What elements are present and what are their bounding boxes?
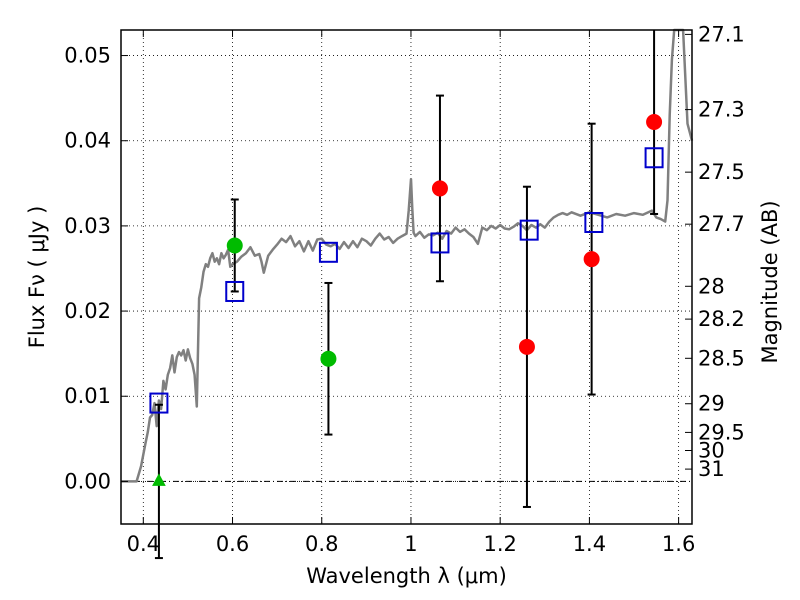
mag-tick-label: 29.5 — [698, 420, 745, 444]
mag-tick-label: 28.2 — [698, 307, 745, 331]
y-axis-label: Flux Fν ( μJy ) — [25, 206, 49, 349]
mag-tick-label: 29 — [698, 392, 725, 416]
axis-ticks: 0.4 0.6 0.8 1 1.2 1.4 1.6 0.00 0.01 0.02 0.03 0.04 0… — [64, 22, 745, 556]
mag-tick-label: 28.5 — [698, 346, 745, 370]
y-tick-label: 0.02 — [64, 299, 111, 323]
detection-point — [583, 251, 600, 268]
mag-tick-label: 27.1 — [698, 22, 745, 46]
x-tick-label: 0.4 — [127, 532, 160, 556]
model-photometry-square — [519, 219, 539, 241]
green-point — [226, 237, 243, 254]
mag-tick-label: 28 — [698, 274, 725, 298]
model-spectrum-layer — [121, 28, 694, 483]
model-photometry-square — [318, 241, 338, 263]
x-tick-label: 0.6 — [216, 532, 249, 556]
y-tick-label: 0.03 — [64, 214, 111, 238]
mag-tick-label: 30 — [698, 438, 725, 462]
x-tick-label: 0.8 — [305, 532, 338, 556]
x-tick-label: 1.6 — [662, 532, 695, 556]
y-tick-label: 0.01 — [64, 384, 111, 408]
detection-point — [431, 180, 448, 197]
plot-frame — [120, 29, 693, 525]
model-spectrum-line — [121, 28, 694, 483]
non-detection-triangle — [152, 473, 166, 486]
y-tick-label: 0.05 — [64, 44, 111, 68]
model-photometry-square — [584, 211, 604, 233]
detection-point — [646, 113, 663, 130]
mag-tick-label: 31 — [698, 457, 725, 481]
y-axis-right-label: Magnitude (AB) — [758, 200, 782, 363]
mag-tick-label: 27.5 — [698, 160, 745, 184]
model-photometry-square — [149, 392, 169, 414]
model-photometry-square — [644, 147, 664, 169]
x-tick-label: 1.2 — [483, 532, 516, 556]
x-axis-label: Wavelength λ (μm) — [306, 564, 507, 588]
model-photometry-square — [225, 280, 245, 302]
x-tick-label: 1 — [404, 532, 417, 556]
model-photometry-square — [430, 232, 450, 254]
y-tick-label: 0.04 — [64, 129, 111, 153]
green-point — [320, 350, 337, 367]
data-markers — [149, 113, 664, 486]
mag-tick-label: 27.3 — [698, 98, 745, 122]
y-tick-label: 0.00 — [64, 469, 111, 493]
x-tick-label: 1.4 — [573, 532, 606, 556]
mag-tick-label: 27.7 — [698, 212, 745, 236]
detection-point — [518, 338, 535, 355]
